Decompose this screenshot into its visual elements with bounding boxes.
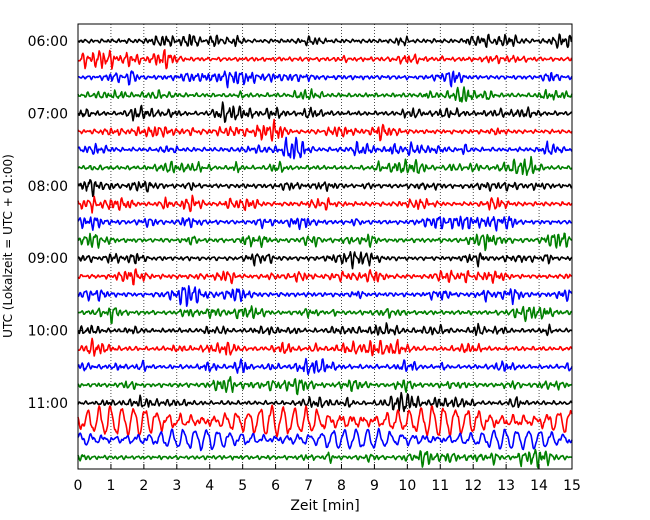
trace-line [77,179,573,198]
trace-line [77,215,573,232]
trace-line [77,404,573,438]
trace-line [77,268,573,286]
x-tick-label: 0 [74,478,83,494]
trace-line [77,48,573,70]
x-tick-label: 11 [431,478,449,494]
trace-line [77,391,573,413]
x-tick-label: 13 [497,478,515,494]
trace-line [77,357,573,376]
seismogram-traces [77,33,573,469]
trace-line [77,194,573,214]
trace-line [77,427,573,452]
trace-line [77,285,573,308]
x-axis-label: Zeit [min] [290,498,359,514]
x-tick-label: 2 [139,478,148,494]
x-tick-label: 9 [370,478,379,494]
y-axis-label: UTC (Lokalzeit = UTC + 01:00) [1,154,15,338]
y-tick-label: 11:00 [28,396,68,412]
x-tick-label: 14 [530,478,548,494]
x-tick-label: 1 [106,478,115,494]
trace-line [77,155,573,177]
x-tick-label: 15 [563,478,581,494]
trace-line [77,101,573,123]
x-tick-label: 12 [464,478,482,494]
trace-line [77,136,573,160]
grid-lines [110,24,540,469]
y-tick-label: 09:00 [28,251,68,267]
trace-line [77,375,573,396]
trace-line [77,118,573,142]
trace-line [77,70,573,89]
trace-line [77,33,573,49]
x-tick-label: 5 [238,478,247,494]
x-tick-label: 3 [172,478,181,494]
trace-line [77,322,573,337]
x-tick-label: 10 [398,478,416,494]
plot-frame [77,23,573,470]
trace-line [77,448,573,469]
y-tick-label: 06:00 [28,34,68,50]
y-tick-label: 10:00 [28,324,68,340]
trace-line [77,337,573,357]
x-tick-label: 7 [304,478,313,494]
x-tick-label: 8 [337,478,346,494]
x-tick-label: 4 [205,478,214,494]
trace-line [77,232,573,252]
x-axis-ticks: 0 1 2 3 4 5 6 7 8 9 10 11 12 13 14 15 [74,464,581,494]
y-tick-label: 07:00 [28,106,68,122]
y-tick-label: 08:00 [28,179,68,195]
x-tick-label: 6 [271,478,280,494]
trace-line [77,250,573,270]
trace-line [77,86,573,103]
trace-line [77,305,573,324]
y-axis-ticks: 06:00 07:00 08:00 09:00 10:00 11:00 [28,34,83,412]
